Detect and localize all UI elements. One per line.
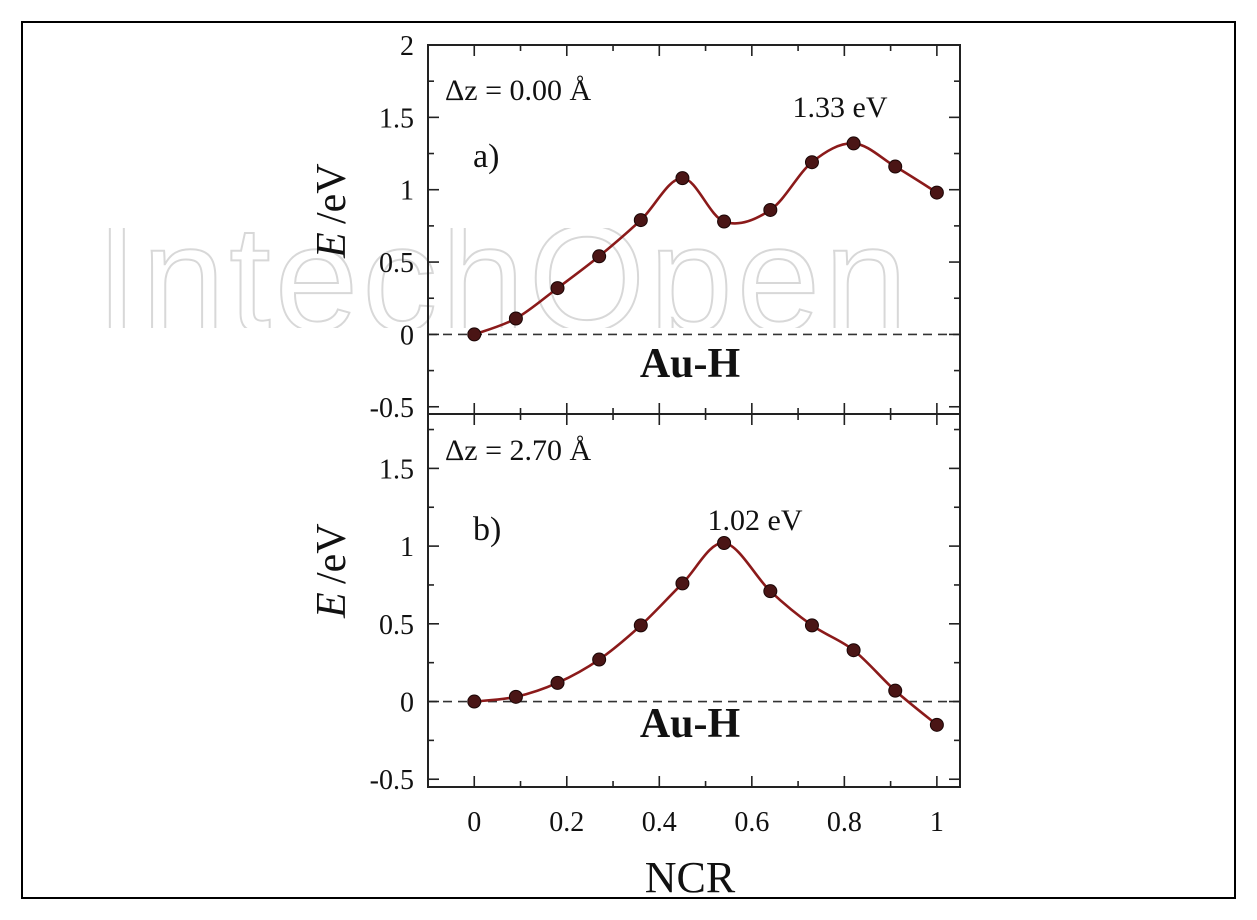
panel-b-xtick-label: 0.8 [827,807,862,838]
panel-a-dz-annotation: Δz = 0.00 Å [445,74,592,107]
panel-b-ylabel-unit: /eV [309,523,355,584]
panel-a-ytick-label: 0 [400,320,414,351]
panel-a-data-point-5 [675,171,690,186]
panel-a-au-h-label: Au-H [640,341,740,387]
panel-b-data-point-6 [717,535,732,550]
panel-b-xtick-label: 0.6 [734,807,769,838]
panel-b-ytick-label: 0.5 [379,610,414,641]
panel-a-data-point-7 [763,202,778,217]
panel-a-data-point-3 [592,249,607,264]
panel-a-ytick-label: -0.5 [370,393,414,424]
panel-b-data-point-9 [846,643,861,658]
panel-a-data-point-0 [467,327,482,342]
panel-b-ytick-label: 1 [400,532,414,563]
panel-a-data-point-2 [550,281,565,296]
panel-b-data-point-2 [550,675,565,690]
panel-b-ytick-label: 0 [400,688,414,719]
panel-b-ylabel-symbol: E [309,592,355,619]
panel-a-data-point-6 [717,214,732,229]
panel-a-series-line [473,142,938,336]
panel-a-ytick-label: 0.5 [379,248,414,279]
panel-b-data-point-1 [508,689,523,704]
panel-b-panel-tag: b) [473,511,501,548]
panel-a-ytick-label: 1.5 [379,103,414,134]
panel-a-panel-tag: a) [473,138,499,175]
x-axis-label: NCR [645,853,736,902]
panel-a-ylabel-symbol: E [309,232,355,259]
panel-b-data-point-3 [592,652,607,667]
panel-b: E /eV 1.5 1 0.5 0 -0.5 0 0.2 0.4 0.6 0.8 1 Δz = 2.7… [309,413,961,838]
panel-a-data-point-4 [633,213,648,228]
panel-b-data-point-5 [675,576,690,591]
panel-b-xtick-label: 1 [930,807,944,838]
figure-frame [21,21,1236,899]
panel-b-data-point-0 [467,694,482,709]
panel-b-data-point-11 [929,717,944,732]
panel-b-ytick-label: 1.5 [379,454,414,485]
panel-a-data-point-10 [888,159,903,174]
panel-a: E /eV 2 1.5 1 0.5 0 -0.5 Δz = 0.00 Å 1.33 eV a) A… [309,31,961,424]
panel-b-data-point-8 [804,618,819,633]
panel-b-dz-annotation: Δz = 2.70 Å [445,434,592,467]
panel-b-peak-label: 1.02 eV [708,504,803,537]
panel-b-au-h-label: Au-H [640,701,740,747]
panel-b-plot-frame [427,413,961,788]
panel-a-data-point-1 [508,311,523,326]
panel-a-data-point-8 [804,155,819,170]
panel-b-xtick-label: 0.4 [642,807,677,838]
panel-b-ytick-label: -0.5 [370,765,414,796]
panel-b-data-point-10 [888,683,903,698]
panel-b-data-point-7 [763,584,778,599]
panel-a-peak-label: 1.33 eV [793,91,888,124]
panel-a-ytick-label: 1 [400,176,414,207]
panel-a-data-point-11 [929,185,944,200]
panel-b-series-line [474,541,938,726]
panel-a-ylabel-unit: /eV [309,163,355,224]
panel-b-data-point-4 [633,618,648,633]
panel-a-ytick-label: 2 [400,31,414,62]
panel-a-data-point-9 [846,136,861,151]
panel-b-xtick-label: 0.2 [549,807,584,838]
panel-b-xtick-label: 0 [467,807,481,838]
